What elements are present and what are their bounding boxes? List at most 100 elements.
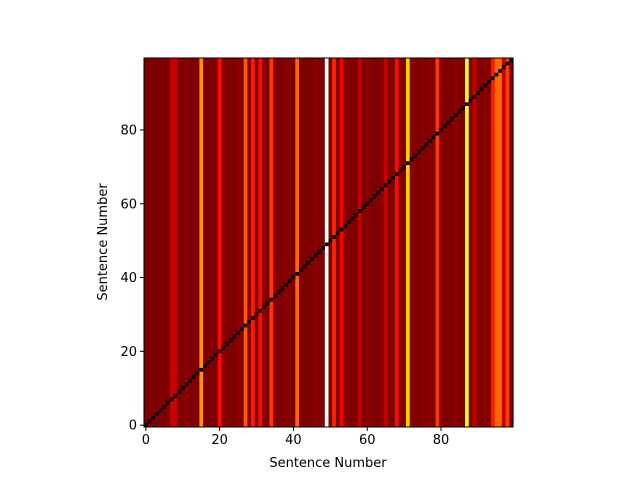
diagonal-cell-70 xyxy=(402,165,406,169)
heatmap-column-33 xyxy=(265,58,271,427)
diagonal-cell-49 xyxy=(324,242,329,247)
diagonal-cell-77 xyxy=(428,139,432,143)
diagonal-cell-73 xyxy=(413,153,418,158)
diagonal-cell-17 xyxy=(206,360,211,365)
heatmap-column-6 xyxy=(166,58,171,427)
diagonal-cell-85 xyxy=(457,109,462,114)
diagonal-cell-38 xyxy=(284,283,288,287)
heatmap-column-90 xyxy=(476,58,481,427)
heatmap-column-35 xyxy=(273,58,278,427)
heatmap-column-54 xyxy=(343,58,348,427)
diagonal-cell-54 xyxy=(343,224,347,228)
heatmap-column-21 xyxy=(221,58,226,427)
heatmap-column-75 xyxy=(420,58,426,427)
diagonal-cell-25 xyxy=(236,331,240,335)
heatmap-column-80 xyxy=(439,58,444,427)
diagonal-cell-74 xyxy=(417,150,421,154)
heatmap-column-10 xyxy=(180,58,186,427)
heatmap-column-9 xyxy=(177,58,182,427)
diagonal-cell-15 xyxy=(199,367,204,372)
heatmap-column-56 xyxy=(350,58,355,427)
diagonal-cell-4 xyxy=(158,408,163,413)
heatmap-column-29 xyxy=(251,58,256,427)
heatmap-column-18 xyxy=(210,58,215,427)
diagonal-cell-47 xyxy=(317,249,322,254)
heatmap-column-41 xyxy=(295,58,300,427)
diagonal-cell-3 xyxy=(155,412,159,416)
heatmap-column-64 xyxy=(380,58,385,427)
heatmap-column-3 xyxy=(155,58,160,427)
diagonal-cell-19 xyxy=(214,353,218,357)
heatmap-column-51 xyxy=(332,58,337,427)
heatmap-column-28 xyxy=(247,58,252,427)
diagonal-cell-94 xyxy=(490,76,495,81)
diagonal-cell-9 xyxy=(177,390,181,394)
diagonal-cell-27 xyxy=(243,323,248,328)
diagonal-cell-56 xyxy=(350,216,355,221)
diagonal-cell-51 xyxy=(332,235,336,239)
x-tick-label: 60 xyxy=(359,433,376,448)
diagonal-cell-67 xyxy=(391,176,395,180)
heatmap-column-47 xyxy=(317,58,322,427)
diagonal-cell-75 xyxy=(420,146,425,151)
heatmap-column-82 xyxy=(446,58,451,427)
diagonal-cell-88 xyxy=(468,98,473,103)
heatmap-column-17 xyxy=(206,58,212,427)
heatmap-column-83 xyxy=(450,58,455,427)
heatmap-column-77 xyxy=(428,58,433,427)
heatmap-column-91 xyxy=(479,58,485,427)
heatmap-column-43 xyxy=(302,58,307,427)
heatmap-column-71 xyxy=(405,58,411,427)
diagonal-cell-33 xyxy=(265,301,270,306)
diagonal-cell-97 xyxy=(501,65,506,70)
heatmap-column-66 xyxy=(387,58,392,427)
heatmap-column-42 xyxy=(298,58,304,427)
x-tick-label: 40 xyxy=(285,433,302,448)
diagonal-cell-78 xyxy=(431,135,436,140)
diagonal-cell-13 xyxy=(191,375,196,380)
heatmap-column-31 xyxy=(258,58,263,427)
heatmap-column-2 xyxy=(151,58,156,427)
diagonal-cell-69 xyxy=(398,168,403,173)
heatmap-column-79 xyxy=(435,58,440,427)
diagonal-cell-41 xyxy=(295,272,299,276)
diagonal-cell-21 xyxy=(221,345,226,350)
diagonal-cell-99 xyxy=(509,58,513,62)
heatmap-column-20 xyxy=(217,58,223,427)
heatmap-column-60 xyxy=(365,58,370,427)
diagonal-cell-16 xyxy=(203,364,207,368)
diagonal-cell-96 xyxy=(498,69,502,73)
heatmap-column-24 xyxy=(232,58,237,427)
heatmap-column-30 xyxy=(254,58,259,427)
heatmap-column-8 xyxy=(173,58,178,427)
diagonal-cell-29 xyxy=(251,316,255,320)
heatmap-column-13 xyxy=(191,58,197,427)
diagonal-cell-12 xyxy=(188,379,192,383)
diagonal-cell-10 xyxy=(180,386,185,391)
diagonal-cell-59 xyxy=(361,205,366,210)
diagonal-cell-30 xyxy=(254,312,259,317)
x-axis-ticks: 0 20 40 60 80 xyxy=(142,427,449,448)
diagonal-cell-61 xyxy=(369,198,373,202)
diagonal-cell-36 xyxy=(276,290,281,295)
heatmap-column-85 xyxy=(457,58,462,427)
heatmap-column-48 xyxy=(321,58,326,427)
heatmap-column-25 xyxy=(236,58,241,427)
diagonal-cell-83 xyxy=(450,117,454,121)
diagonal-cell-46 xyxy=(313,253,318,258)
heatmap-column-46 xyxy=(313,58,319,427)
heatmap-column-40 xyxy=(291,58,296,427)
diagonal-cell-39 xyxy=(287,279,292,284)
heatmap-column-57 xyxy=(354,58,359,427)
heatmap-column-23 xyxy=(228,58,234,427)
diagonal-cell-66 xyxy=(387,179,392,184)
diagonal-cell-48 xyxy=(321,246,325,250)
heatmap-column-53 xyxy=(339,58,344,427)
diagonal-cell-32 xyxy=(262,305,266,309)
diagonal-cell-68 xyxy=(394,172,399,177)
heatmap-column-93 xyxy=(487,58,492,427)
diagonal-cell-40 xyxy=(291,275,296,280)
diagonal-cell-87 xyxy=(465,102,469,106)
y-tick-label: 60 xyxy=(120,197,137,212)
